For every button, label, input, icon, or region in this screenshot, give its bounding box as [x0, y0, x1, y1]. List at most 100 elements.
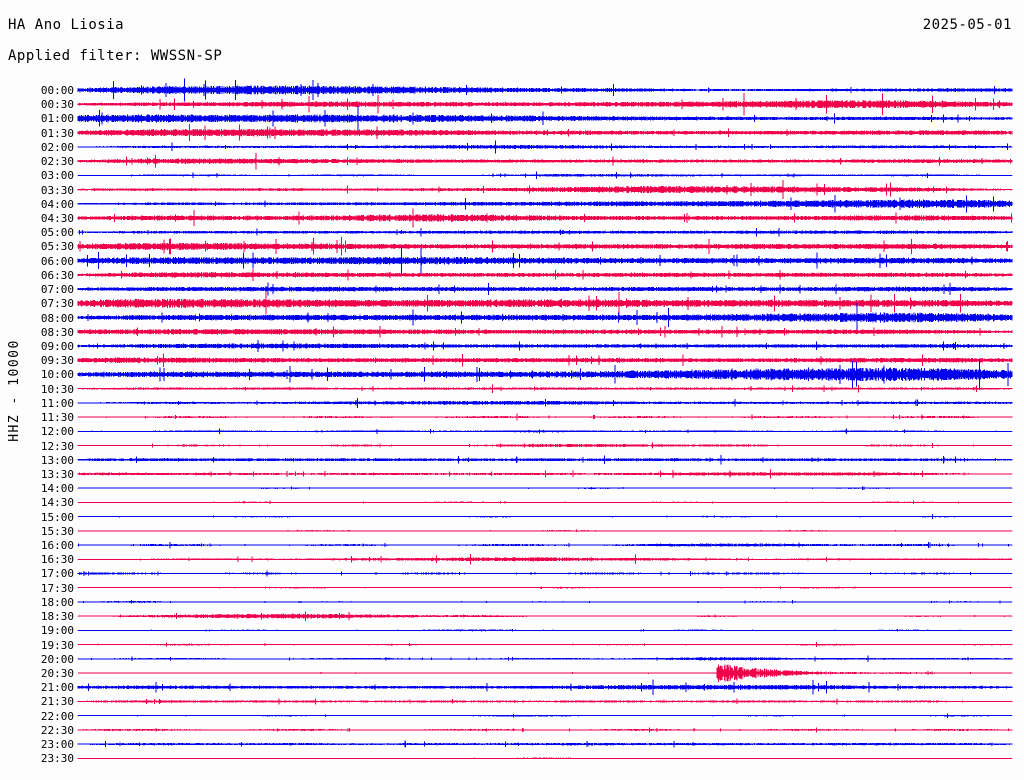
station-title: HA Ano Liosia [8, 17, 125, 33]
time-axis-label: 23:30 [40, 752, 74, 766]
time-axis-label: 18:30 [40, 610, 74, 624]
time-axis-label: 11:00 [40, 396, 74, 410]
time-axis-label: 15:00 [40, 510, 74, 524]
seismic-trace [77, 454, 1013, 465]
seismic-trace [77, 469, 1013, 479]
seismic-trace [77, 541, 1013, 549]
time-axis-label: 14:00 [40, 482, 74, 496]
seismic-trace [77, 529, 1013, 532]
time-axis-label: 01:00 [40, 112, 74, 126]
time-axis-label: 19:30 [40, 638, 74, 652]
time-axis-label: 08:30 [40, 325, 74, 339]
seismic-trace [77, 105, 1013, 131]
seismic-trace [77, 553, 1013, 565]
seismic-trace [77, 353, 1013, 368]
time-axis-label: 06:00 [40, 254, 74, 268]
seismic-trace [77, 302, 1013, 333]
time-axis-label: 07:00 [40, 283, 74, 297]
time-axis-label: 03:30 [40, 183, 74, 197]
time-axis-label: 05:30 [40, 240, 74, 254]
seismic-trace [77, 195, 1013, 213]
time-axis-label: 02:00 [40, 140, 74, 154]
seismic-trace [77, 570, 1013, 577]
time-axis-label: 04:00 [40, 197, 74, 211]
time-axis-label: 08:00 [40, 311, 74, 325]
time-axis-label: 15:30 [40, 524, 74, 538]
seismic-trace [77, 384, 1013, 393]
time-axis-label: 01:30 [40, 126, 74, 140]
seismic-trace [77, 428, 1013, 435]
time-axis-label: 02:30 [40, 155, 74, 169]
seismic-trace [77, 325, 1013, 338]
time-axis-label: 11:30 [40, 411, 74, 425]
time-axis-label: 23:00 [40, 738, 74, 752]
seismic-trace [77, 698, 1013, 705]
seismic-trace [77, 500, 1013, 505]
seismic-trace [77, 664, 1013, 682]
seismic-trace [77, 397, 1013, 408]
seismic-trace [77, 679, 1013, 696]
seismic-trace [77, 152, 1013, 170]
record-date: 2025-05-01 [922, 17, 1012, 33]
time-axis-label: 16:00 [40, 539, 74, 553]
seismic-trace [77, 629, 1013, 632]
time-axis-label: 00:30 [40, 98, 74, 112]
time-axis-label: 13:00 [40, 453, 74, 467]
time-axis-label: 22:00 [40, 709, 74, 723]
time-axis-label: 03:00 [40, 169, 74, 183]
seismic-trace [77, 140, 1013, 154]
seismogram-plot [0, 78, 1024, 778]
time-axis-label: 12:30 [40, 439, 74, 453]
time-axis-label: 09:30 [40, 354, 74, 368]
seismic-trace [77, 600, 1013, 604]
time-axis-label: 10:00 [40, 368, 74, 382]
time-axis-label: 13:30 [40, 467, 74, 481]
time-axis-label: 06:30 [40, 268, 74, 282]
seismic-trace [77, 124, 1013, 142]
seismic-trace [77, 171, 1013, 180]
time-axis-label: 20:30 [40, 667, 74, 681]
seismic-trace [77, 227, 1013, 237]
seismic-trace [77, 442, 1013, 449]
seismic-trace [77, 713, 1013, 719]
seismic-trace [77, 208, 1013, 228]
time-axis-label: 18:00 [40, 595, 74, 609]
seismic-trace [77, 655, 1013, 662]
time-axis: 00:00 00:30 01:00 01:30 02:00 02:30 03:00 03:30… [28, 78, 74, 778]
seismic-trace [77, 93, 1013, 116]
time-axis-label: 09:00 [40, 339, 74, 353]
seismic-trace [77, 757, 1013, 760]
time-axis-label: 21:30 [40, 695, 74, 709]
time-axis-label: 05:00 [40, 226, 74, 240]
time-axis-label: 00:00 [40, 84, 74, 97]
seismic-trace [77, 642, 1013, 647]
time-axis-label: 07:30 [40, 297, 74, 311]
time-axis-label: 17:00 [40, 567, 74, 581]
seismic-trace [77, 340, 1013, 352]
applied-filter-label: Applied filter: WWSSN-SP [8, 48, 223, 64]
seismic-trace [77, 486, 1013, 490]
seismic-trace [77, 268, 1013, 281]
time-axis-label: 12:00 [40, 425, 74, 439]
seismic-trace [77, 78, 1013, 102]
seismic-trace [77, 359, 1013, 390]
seismic-trace [77, 740, 1013, 748]
seismic-trace [77, 727, 1013, 733]
time-axis-label: 21:00 [40, 681, 74, 695]
seismic-trace [77, 413, 1013, 421]
seismic-trace [77, 179, 1013, 200]
time-axis-label: 04:30 [40, 211, 74, 225]
seismic-trace [77, 611, 1013, 621]
seismic-trace [77, 586, 1013, 590]
seismic-trace [77, 282, 1013, 296]
seismic-trace [77, 514, 1013, 520]
time-axis-label: 20:00 [40, 652, 74, 666]
seismic-trace [77, 237, 1013, 256]
seismic-trace [77, 291, 1013, 315]
time-axis-label: 16:30 [40, 553, 74, 567]
time-axis-label: 14:30 [40, 496, 74, 510]
seismic-trace [77, 247, 1013, 274]
time-axis-label: 10:30 [40, 382, 74, 396]
time-axis-label: 19:00 [40, 624, 74, 638]
time-axis-label: 22:30 [40, 723, 74, 737]
